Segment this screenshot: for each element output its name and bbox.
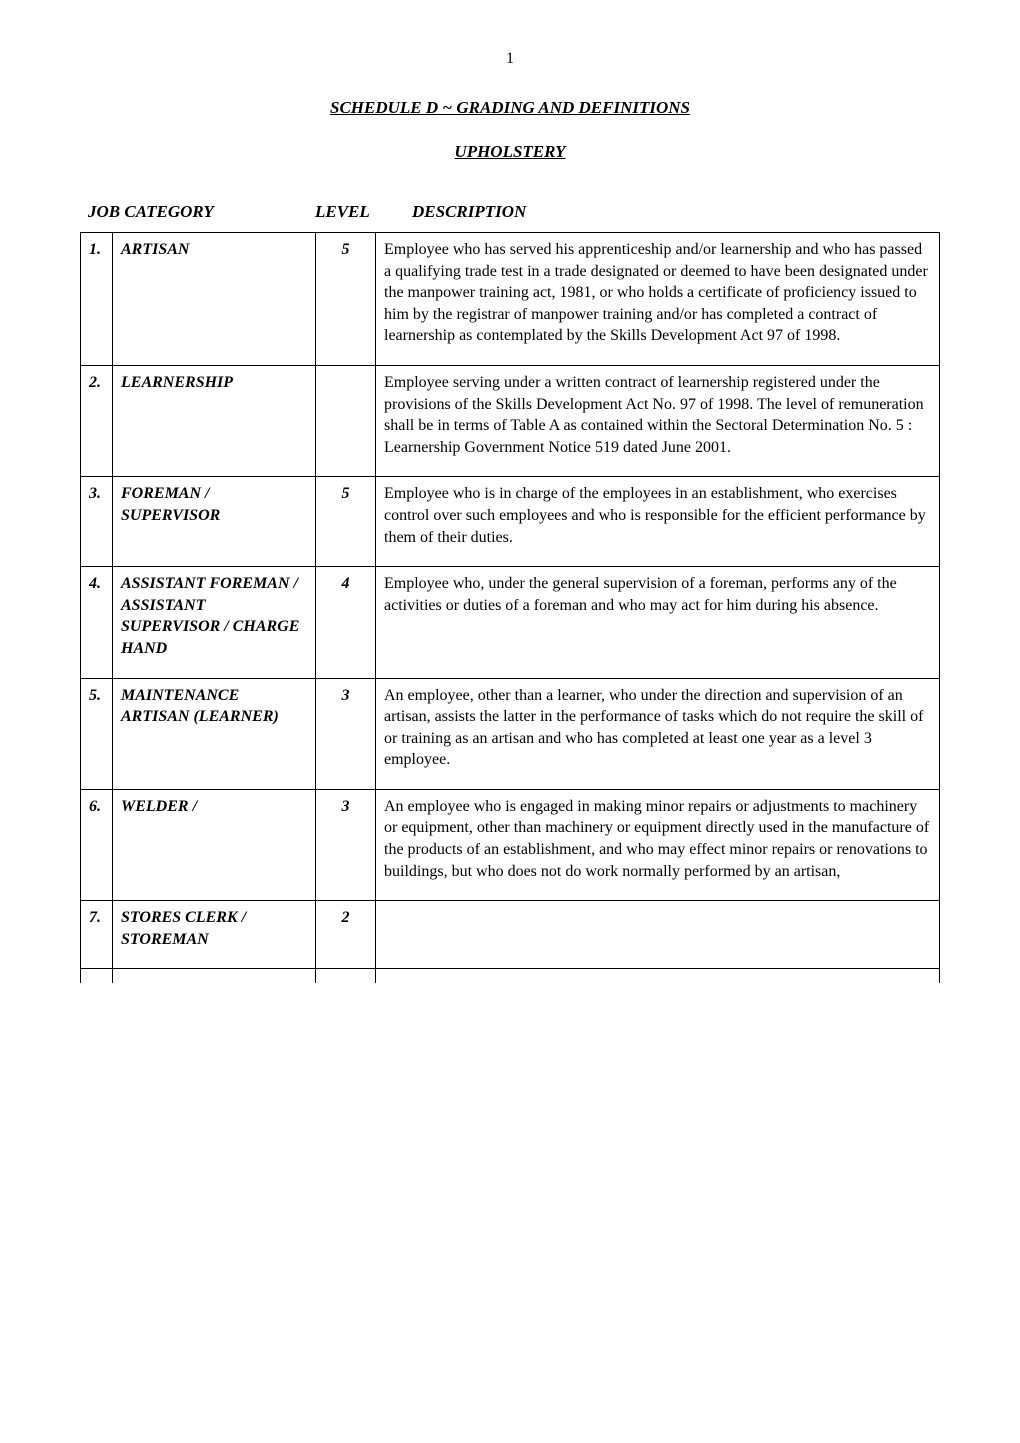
job-description: An employee, other than a learner, who u… (376, 678, 940, 789)
job-category: ARTISAN (113, 233, 316, 366)
grading-table: 1. ARTISAN 5 Employee who has served his… (80, 232, 940, 983)
row-number: 4. (81, 567, 113, 678)
row-number: 5. (81, 678, 113, 789)
job-level: 5 (316, 477, 376, 567)
table-row: 3. FOREMAN / SUPERVISOR 5 Employee who i… (81, 477, 940, 567)
job-level: 3 (316, 789, 376, 900)
job-level (316, 365, 376, 476)
header-description: DESCRIPTION (400, 202, 940, 222)
job-category: LEARNERSHIP (113, 365, 316, 476)
job-category: FOREMAN / SUPERVISOR (113, 477, 316, 567)
table-row: 6. WELDER / 3 An employee who is engaged… (81, 789, 940, 900)
page-number: 1 (80, 50, 940, 68)
job-category: MAINTENANCE ARTISAN (LEARNER) (113, 678, 316, 789)
job-description (376, 901, 940, 969)
table-row: 2. LEARNERSHIP Employee serving under a … (81, 365, 940, 476)
job-category: STORES CLERK / STOREMAN (113, 901, 316, 969)
schedule-title: SCHEDULE D ~ GRADING AND DEFINITIONS (80, 98, 940, 118)
row-number: 7. (81, 901, 113, 969)
table-row: 1. ARTISAN 5 Employee who has served his… (81, 233, 940, 366)
header-category: JOB CATEGORY (80, 202, 315, 222)
job-level: 3 (316, 678, 376, 789)
job-level: 2 (316, 901, 376, 969)
job-category: WELDER / (113, 789, 316, 900)
job-description: Employee who, under the general supervis… (376, 567, 940, 678)
job-description: Employee who has served his apprenticesh… (376, 233, 940, 366)
row-number: 6. (81, 789, 113, 900)
job-description: Employee serving under a written contrac… (376, 365, 940, 476)
row-number: 1. (81, 233, 113, 366)
job-level: 5 (316, 233, 376, 366)
column-headers: JOB CATEGORY LEVEL DESCRIPTION (80, 202, 940, 222)
row-number: 2. (81, 365, 113, 476)
job-description: An employee who is engaged in making min… (376, 789, 940, 900)
table-row: 7. STORES CLERK / STOREMAN 2 (81, 901, 940, 969)
job-description: Employee who is in charge of the employe… (376, 477, 940, 567)
job-level: 4 (316, 567, 376, 678)
table-row: 4. ASSISTANT FOREMAN / ASSISTANT SUPERVI… (81, 567, 940, 678)
header-level: LEVEL (315, 202, 400, 222)
table-row: 5. MAINTENANCE ARTISAN (LEARNER) 3 An em… (81, 678, 940, 789)
job-category: ASSISTANT FOREMAN / ASSISTANT SUPERVISOR… (113, 567, 316, 678)
section-title: UPHOLSTERY (80, 142, 940, 162)
table-row-stub (81, 969, 940, 983)
row-number: 3. (81, 477, 113, 567)
